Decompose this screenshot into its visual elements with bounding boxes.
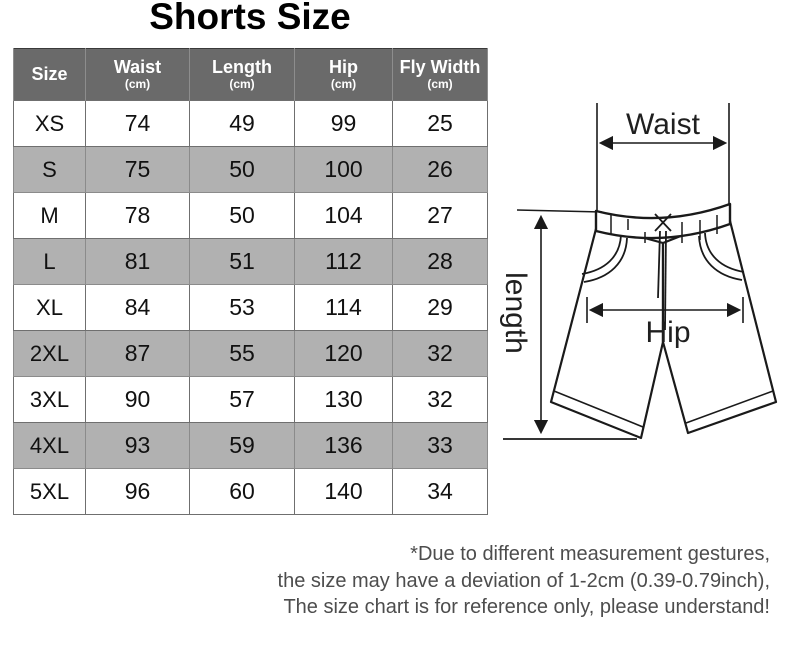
shorts-left-leg — [549, 223, 665, 440]
left-pocket — [581, 234, 628, 283]
value-cell: 104 — [294, 192, 393, 239]
value-cell: 26 — [392, 146, 488, 193]
column-header: Size — [13, 48, 86, 101]
length-label: length — [499, 272, 532, 354]
value-cell: 27 — [392, 192, 488, 239]
table-row: 4XL 93 59 136 33 — [13, 422, 488, 469]
value-cell: 50 — [189, 192, 295, 239]
size-cell: XL — [13, 284, 86, 331]
column-header: Hip (cm) — [294, 48, 393, 101]
value-cell: 81 — [85, 238, 190, 285]
column-header: Length (cm) — [189, 48, 295, 101]
value-cell: 55 — [189, 330, 295, 377]
table-row: M 78 50 104 27 — [13, 192, 488, 239]
footer-line-2: the size may have a deviation of 1-2cm (… — [277, 569, 770, 592]
table-body: XS 74 49 99 25 S 75 50 100 26 M 78 50 104 27 L 81 51 112 28… — [13, 100, 488, 515]
value-cell: 93 — [85, 422, 190, 469]
value-cell: 32 — [392, 376, 488, 423]
value-cell: 96 — [85, 468, 190, 515]
footer-line-3: The size chart is for reference only, pl… — [283, 596, 770, 618]
value-cell: 136 — [294, 422, 393, 469]
value-cell: 74 — [85, 100, 190, 147]
page-title: Shorts Size — [149, 0, 351, 37]
table-row: XL 84 53 114 29 — [13, 284, 488, 331]
waist-label: Waist — [626, 108, 701, 141]
value-cell: 112 — [294, 238, 393, 285]
value-cell: 28 — [392, 238, 488, 285]
table-row: 2XL 87 55 120 32 — [13, 330, 488, 377]
size-cell: 4XL — [13, 422, 86, 469]
waistband-stitches — [610, 215, 718, 243]
table-row: XS 74 49 99 25 — [13, 100, 488, 147]
size-cell: 2XL — [13, 330, 86, 377]
table-header-row: Size Waist (cm) Length (cm) Hip (cm) Fly Width(… — [13, 48, 488, 101]
value-cell: 57 — [189, 376, 295, 423]
value-cell: 60 — [189, 468, 295, 515]
waistband — [594, 202, 732, 240]
value-cell: 114 — [294, 284, 393, 331]
value-cell: 87 — [85, 330, 190, 377]
value-cell: 53 — [189, 284, 295, 331]
shorts-right-leg — [661, 215, 778, 435]
value-cell: 33 — [392, 422, 488, 469]
left-hem-line — [553, 390, 644, 428]
value-cell: 49 — [189, 100, 295, 147]
value-cell: 25 — [392, 100, 488, 147]
value-cell: 99 — [294, 100, 393, 147]
table-row: 5XL 96 60 140 34 — [13, 468, 488, 515]
size-cell: 5XL — [13, 468, 86, 515]
value-cell: 84 — [85, 284, 190, 331]
size-cell: XS — [13, 100, 86, 147]
value-cell: 100 — [294, 146, 393, 193]
size-cell: L — [13, 238, 86, 285]
footer-note: *Due to different measurement gestures, … — [210, 541, 770, 621]
size-cell: S — [13, 146, 86, 193]
value-cell: 32 — [392, 330, 488, 377]
value-cell: 130 — [294, 376, 393, 423]
column-header: Waist (cm) — [85, 48, 190, 101]
value-cell: 34 — [392, 468, 488, 515]
length-extension-top — [516, 209, 603, 213]
hip-label: Hip — [645, 316, 690, 349]
value-cell: 140 — [294, 468, 393, 515]
table-row: S 75 50 100 26 — [13, 146, 488, 193]
shorts-diagram-svg: Waist length — [499, 103, 778, 440]
value-cell: 78 — [85, 192, 190, 239]
value-cell: 75 — [85, 146, 190, 193]
value-cell: 50 — [189, 146, 295, 193]
size-cell: 3XL — [13, 376, 86, 423]
shorts-diagram: Waist length — [490, 85, 800, 505]
value-cell: 120 — [294, 330, 393, 377]
column-header: Fly Width (cm) — [392, 48, 488, 101]
footer-line-1: *Due to different measurement gestures, — [410, 543, 770, 565]
size-cell: M — [13, 192, 86, 239]
value-cell: 59 — [189, 422, 295, 469]
value-cell: 90 — [85, 376, 190, 423]
value-cell: 29 — [392, 284, 488, 331]
table-row: 3XL 90 57 130 32 — [13, 376, 488, 423]
right-hem-line — [685, 390, 774, 424]
table-row: L 81 51 112 28 — [13, 238, 488, 285]
right-pocket — [698, 232, 745, 281]
value-cell: 51 — [189, 238, 295, 285]
size-chart-table: Size Waist (cm) Length (cm) Hip (cm) Fly Width(… — [13, 48, 488, 515]
